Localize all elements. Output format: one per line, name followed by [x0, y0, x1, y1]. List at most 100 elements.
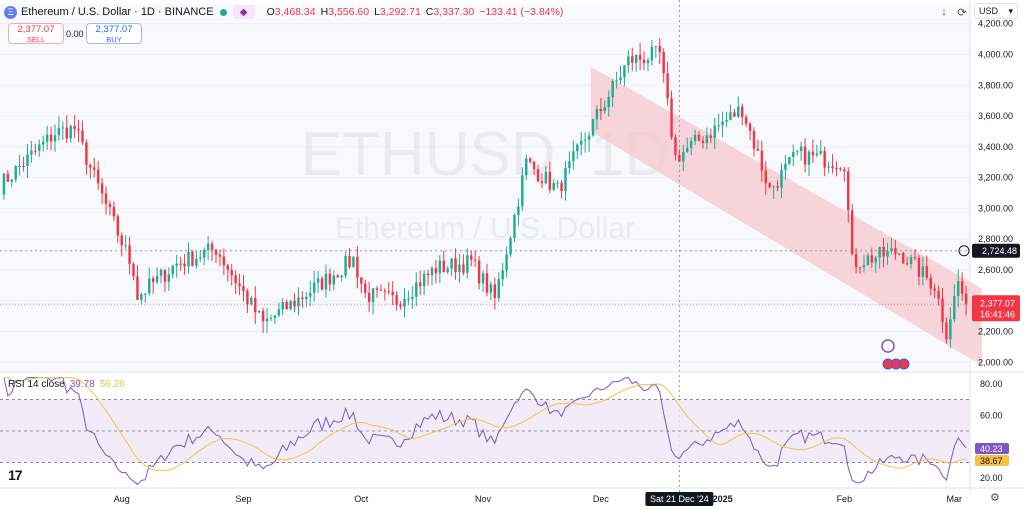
candle-body — [81, 130, 84, 143]
download-icon[interactable]: ↓ — [941, 6, 947, 18]
candle-body — [650, 47, 654, 61]
candle-body — [316, 278, 320, 283]
candle-body — [273, 315, 277, 319]
candle-body — [858, 267, 862, 269]
candle-body — [831, 166, 834, 169]
candle-body — [760, 150, 764, 171]
candle-body — [686, 147, 689, 152]
candle-body — [521, 175, 524, 207]
candle-body — [485, 273, 489, 293]
candle-body — [666, 73, 669, 99]
candle-body — [725, 119, 728, 122]
rsi-tick-label: 80.00 — [980, 379, 1003, 389]
chevron-down-icon: ▾ — [1008, 5, 1013, 16]
candle-body — [682, 151, 685, 162]
candle-body — [839, 168, 842, 170]
candle-body — [862, 265, 866, 268]
candle-body — [73, 125, 76, 129]
sell-label: SELL — [26, 35, 46, 44]
candle-body — [729, 112, 732, 120]
candle-body — [305, 296, 308, 300]
candle-body — [206, 243, 210, 250]
candle-body — [41, 141, 45, 145]
symbol-title[interactable]: Ethereum / U.S. Dollar · 1D · BINANCE — [21, 6, 214, 18]
currency-label: USD — [979, 6, 999, 16]
candle-body — [882, 246, 885, 257]
parallel-channel — [590, 66, 982, 366]
candle-body — [501, 270, 504, 280]
candle-body — [348, 255, 351, 268]
candle-body — [116, 216, 120, 236]
time-tick-label: Aug — [114, 494, 130, 504]
candle-body — [752, 130, 756, 149]
candle-body — [611, 81, 614, 98]
price-tick-label: 2,200.00 — [978, 327, 1013, 337]
candle-body — [850, 210, 854, 255]
candle-body — [847, 171, 850, 211]
candle-body — [93, 167, 96, 170]
candle-body — [450, 258, 453, 269]
candle-body — [371, 288, 375, 303]
candle-body — [638, 54, 642, 60]
candle-body — [171, 265, 175, 275]
candle-body — [214, 249, 218, 255]
high-value: 3,556.60 — [328, 6, 370, 18]
candle-body — [242, 286, 245, 291]
candle-body — [603, 107, 606, 111]
time-tick-label: Nov — [475, 494, 492, 504]
candle-body — [238, 283, 241, 287]
candle-body — [26, 154, 29, 167]
candle-body — [466, 255, 469, 273]
candle-body — [532, 161, 536, 170]
time-tick-label: 2025 — [713, 494, 733, 504]
candle-body — [945, 322, 948, 340]
restore-icon[interactable]: ⟳ — [957, 6, 967, 19]
candle-body — [89, 164, 92, 168]
candle-body — [552, 182, 555, 190]
candle-body — [454, 258, 457, 273]
candle-body — [701, 140, 705, 144]
candle-body — [599, 108, 603, 111]
candle-body — [265, 318, 269, 322]
candle-body — [383, 290, 387, 292]
candle-body — [960, 281, 964, 294]
candle-body — [540, 181, 544, 184]
candle-body — [155, 275, 159, 283]
candle-body — [222, 256, 226, 266]
gear-icon[interactable]: ⚙ — [990, 492, 1000, 504]
rsi-ma-line — [3, 377, 967, 472]
candle-body — [344, 255, 347, 276]
candle-body — [505, 254, 508, 271]
tradingview-logo[interactable]: 17 — [8, 467, 23, 483]
candle-body — [210, 243, 214, 250]
candle-body — [733, 112, 736, 117]
candle-body — [898, 253, 901, 255]
indicator-icon[interactable]: ◆ — [232, 5, 255, 19]
candle-body — [835, 168, 838, 170]
candle-body — [403, 298, 406, 307]
buy-button[interactable]: 2,377.07 BUY — [86, 23, 142, 44]
rsi-ma-tag-label: 38.67 — [980, 456, 1003, 466]
currency-select[interactable]: USD ▾ — [974, 3, 1018, 19]
candle-body — [713, 125, 716, 138]
close-value: 3,337.30 — [433, 6, 475, 18]
candle-body — [619, 77, 622, 81]
candle-body — [360, 277, 363, 284]
symbol-legend[interactable]: Ξ Ethereum / U.S. Dollar · 1D · BINANCE … — [4, 4, 563, 20]
candle-body — [870, 255, 874, 263]
candle-body — [108, 203, 112, 207]
buy-price: 2,377.07 — [95, 24, 133, 35]
candle-body — [937, 290, 940, 299]
candle-body — [438, 260, 442, 274]
candle-body — [560, 182, 563, 192]
rsi-legend[interactable]: RSI 14 close 39.78 56.26 — [8, 379, 125, 390]
candle-body — [615, 80, 618, 82]
price-tick-label: 2,800.00 — [978, 234, 1013, 244]
candle-body — [921, 266, 925, 277]
candle-body — [297, 297, 300, 307]
sell-button[interactable]: 2,377.07 SELL — [8, 23, 64, 44]
candle-body — [807, 151, 811, 165]
candle-body — [187, 251, 190, 267]
candle-body — [340, 275, 343, 278]
